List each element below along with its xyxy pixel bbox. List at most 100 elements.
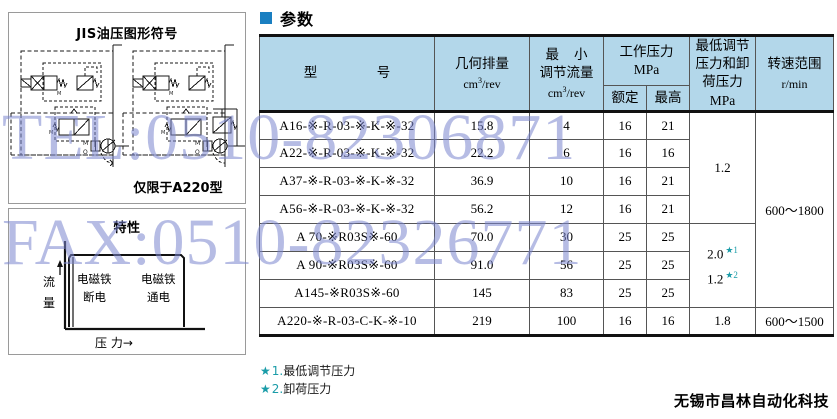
th-min-adjust-label-3: 荷压力 xyxy=(702,74,743,90)
table-row: A145-※R03S※-60 145 83 25 25 xyxy=(259,278,834,308)
cell-displacement: 15.8 xyxy=(434,109,530,140)
cell-model: A220-※-R-03-C-K-※-10 xyxy=(259,306,435,337)
cell-rated: 16 xyxy=(603,166,647,196)
label-solenoid-off-2: 断电 xyxy=(83,290,106,304)
cell-rated: 25 xyxy=(603,222,647,252)
parameters-table: 型 号 几何排量 cm3/rev 最 小 调节流量 cm3/rev xyxy=(259,34,834,337)
footnote-marker-1: ★1 xyxy=(725,244,738,255)
th-displacement-unit: cm3/rev xyxy=(463,75,501,91)
cell-max: 21 xyxy=(646,166,690,196)
svg-text:M: M xyxy=(169,91,173,97)
th-min-flow-label-2: 小 xyxy=(574,46,588,62)
min-adjust-number-2a: 2.0 xyxy=(707,245,724,261)
footnote-star-icon-2: ★ xyxy=(260,382,271,396)
footnote-number-1: 1. xyxy=(271,364,284,378)
cell-model: A22-※-R-03-※-K-※-32 xyxy=(259,138,435,168)
table-row: A16-※-R-03-※-K-※-32 15.8 4 16 21 1.2 600… xyxy=(259,109,834,308)
cell-model: A56-※-R-03-※-K-※-32 xyxy=(259,194,435,224)
table-row: A220-※-R-03-C-K-※-10 219 100 16 16 1.8 6… xyxy=(259,306,834,337)
cell-min-flow: 83 xyxy=(529,278,604,308)
table-row: A 90-※R03S※-60 91.0 56 25 25 xyxy=(259,250,834,280)
schematic-standard: M M xyxy=(10,44,129,167)
section-bullet-icon xyxy=(260,12,272,24)
min-adjust-value-2a: 2.0 ★1 xyxy=(690,244,755,261)
th-min-flow-label-3: 调节流量 xyxy=(539,64,594,80)
cell-min-flow: 100 xyxy=(529,306,604,337)
cell-rated: 16 xyxy=(603,109,647,140)
th-min-adjust: 最低调节 压力和卸 荷压力 MPa xyxy=(689,34,756,112)
th-min-flow: 最 小 调节流量 cm3/rev xyxy=(529,34,604,112)
th-min-adjust-unit: MPa xyxy=(709,92,736,108)
footnote-star-icon-1: ★ xyxy=(260,364,271,378)
table-row: A56-※-R-03-※-K-※-32 56.2 12 16 21 xyxy=(259,194,834,224)
footnote-1: ★1.最低调节压力 xyxy=(260,362,355,380)
cell-displacement: 219 xyxy=(434,306,530,337)
cell-max: 16 xyxy=(646,138,690,168)
cell-max: 21 xyxy=(646,194,690,224)
footnote-marker-2: ★2 xyxy=(725,269,738,280)
footnote-number-2: 2. xyxy=(271,382,284,396)
cell-max: 21 xyxy=(646,109,690,140)
cell-min-flow: 4 xyxy=(529,109,604,140)
svg-text:M: M xyxy=(161,130,165,136)
cell-max: 16 xyxy=(646,306,690,337)
th-min-flow-label-1: 最 xyxy=(545,46,560,62)
cell-rated: 25 xyxy=(603,250,647,280)
th-rated: 额定 xyxy=(603,84,647,112)
cell-min-adjust-group-1: 1.2 xyxy=(689,109,756,224)
th-work-pressure-unit: MPa xyxy=(633,61,660,77)
a220-caption-text: 仅限于A220型 xyxy=(133,181,223,196)
cell-max: 25 xyxy=(646,222,690,252)
footnote-2: ★2.卸荷压力 xyxy=(260,380,355,398)
cell-displacement: 56.2 xyxy=(434,194,530,224)
cell-min-flow: 30 xyxy=(529,222,604,252)
cell-displacement: 91.0 xyxy=(434,250,530,280)
company-name: 无锡市昌林自动化科技 xyxy=(673,392,829,410)
characteristic-panel: 特性 电磁铁 断电 电磁铁 通电 流 量 压 力→ xyxy=(8,208,246,355)
th-speed-range: 转速范围 r/min xyxy=(755,34,834,112)
characteristic-curve-chart: 电磁铁 断电 电磁铁 通电 流 量 压 力→ xyxy=(43,241,205,350)
cell-speed-group-1: 600～1800 xyxy=(755,109,834,308)
table-row: A 70-※R03S※-60 70.0 30 25 25 2.0 ★1 1.2 ★2 xyxy=(259,222,834,308)
a220-caption: 仅限于A220型 xyxy=(9,177,245,196)
cell-min-flow: 12 xyxy=(529,194,604,224)
jis-symbols-panel: JIS油压图形符号 xyxy=(8,12,246,204)
min-adjust-value-2b: 1.2 ★2 xyxy=(690,269,755,287)
svg-text:M: M xyxy=(195,140,200,147)
cell-rated: 25 xyxy=(603,278,647,308)
cell-model: A16-※-R-03-※-K-※-32 xyxy=(259,109,435,140)
cell-min-adjust-group-2: 2.0 ★1 1.2 ★2 xyxy=(689,222,756,308)
svg-text:O: O xyxy=(195,149,200,156)
schematic-a220: M M xyxy=(122,44,245,167)
th-model: 型 号 xyxy=(259,34,435,112)
th-displacement-label: 几何排量 xyxy=(455,55,509,71)
cell-min-adjust-last: 1.8 xyxy=(689,306,756,337)
cell-max: 25 xyxy=(646,250,690,280)
page-title: 参数 xyxy=(280,10,315,29)
th-min-adjust-label-2: 压力和卸 xyxy=(695,56,750,72)
footnotes-block: ★1.最低调节压力 ★2.卸荷压力 xyxy=(260,362,355,398)
th-model-label-1: 型 xyxy=(303,65,318,81)
cell-displacement: 145 xyxy=(434,278,530,308)
th-work-pressure: 工作压力 MPa xyxy=(603,34,690,86)
cell-min-flow: 6 xyxy=(529,138,604,168)
x-axis-label: 压 力→ xyxy=(95,336,133,350)
cell-rated: 16 xyxy=(603,138,647,168)
cell-model: A 70-※R03S※-60 xyxy=(259,222,435,252)
y-axis-label-2: 量 xyxy=(43,296,55,310)
th-work-pressure-label: 工作压力 xyxy=(619,43,674,59)
min-adjust-number-2b: 1.2 xyxy=(707,271,724,287)
label-solenoid-on-1: 电磁铁 xyxy=(141,272,176,286)
th-model-label-2: 号 xyxy=(376,65,391,81)
cell-min-flow: 56 xyxy=(529,250,604,280)
cell-displacement: 70.0 xyxy=(434,222,530,252)
hydraulic-schematic-group: M M xyxy=(10,44,245,167)
left-diagram-column: JIS油压图形符号 xyxy=(0,0,253,419)
footnote-text-2: 卸荷压力 xyxy=(283,382,332,396)
cell-displacement: 36.9 xyxy=(434,166,530,196)
cell-model: A145-※R03S※-60 xyxy=(259,278,435,308)
svg-text:M: M xyxy=(83,140,88,147)
cell-rated: 16 xyxy=(603,194,647,224)
th-max: 最高 xyxy=(646,84,690,112)
jis-symbols-title: JIS油压图形符号 xyxy=(76,27,178,42)
